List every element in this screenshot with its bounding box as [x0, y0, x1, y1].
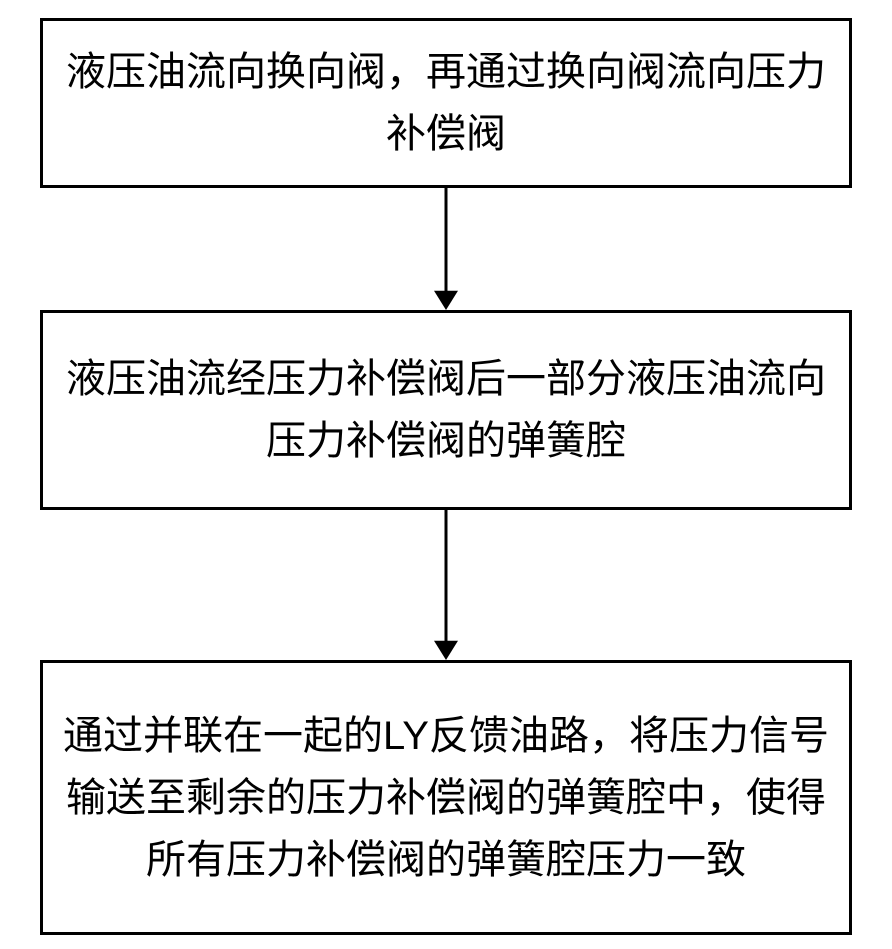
- flow-arrow-1: [431, 188, 461, 310]
- flow-node-2: 液压油流经压力补偿阀后一部分液压油流向压力补偿阀的弹簧腔: [40, 310, 852, 510]
- flow-node-1: 液压油流向换向阀，再通过换向阀流向压力补偿阀: [40, 18, 852, 188]
- flow-node-3: 通过并联在一起的LY反馈油路，将压力信号输送至剩余的压力补偿阀的弹簧腔中，使得所…: [40, 660, 852, 935]
- flow-node-2-text: 液压油流经压力补偿阀后一部分液压油流向压力补偿阀的弹簧腔: [63, 348, 829, 472]
- flowchart-container: 液压油流向换向阀，再通过换向阀流向压力补偿阀 液压油流经压力补偿阀后一部分液压油…: [0, 0, 892, 949]
- flow-node-1-text: 液压油流向换向阀，再通过换向阀流向压力补偿阀: [63, 41, 829, 165]
- flow-arrow-2: [431, 510, 461, 660]
- flow-node-3-text: 通过并联在一起的LY反馈油路，将压力信号输送至剩余的压力补偿阀的弹簧腔中，使得所…: [63, 705, 829, 891]
